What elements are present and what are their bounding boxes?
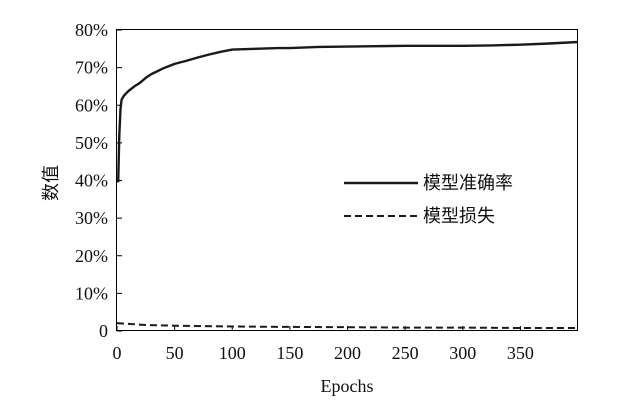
x-tick-label: 100 xyxy=(219,343,246,363)
y-tick-label: 10% xyxy=(75,283,108,303)
y-tick-label: 40% xyxy=(75,171,108,191)
x-tick-label: 250 xyxy=(392,343,419,363)
y-tick-label: 0 xyxy=(99,321,108,341)
y-tick-label: 70% xyxy=(75,58,108,78)
series-layer xyxy=(116,40,579,329)
loss-line xyxy=(116,322,578,329)
x-tick-label: 50 xyxy=(166,343,184,363)
y-tick-label: 80% xyxy=(75,20,108,40)
x-tick-label: 150 xyxy=(276,343,303,363)
legend-label-loss: 模型损失 xyxy=(423,206,495,227)
x-axis: 0 50 100 150 200 250 300 350 xyxy=(113,326,534,363)
x-tick-label: 350 xyxy=(507,343,534,363)
y-tick-label: 60% xyxy=(75,95,108,115)
y-tick-label: 20% xyxy=(75,246,108,266)
x-tick-label: 0 xyxy=(113,343,122,363)
legend: 模型准确率 模型损失 xyxy=(344,173,513,227)
x-tick-label: 200 xyxy=(334,343,361,363)
x-tick-label: 300 xyxy=(449,343,476,363)
accuracy-line xyxy=(117,40,579,183)
y-axis: 0 10% 20% 30% 40% 50% 60% 70% 80% xyxy=(75,20,122,341)
x-axis-title: Epochs xyxy=(321,376,374,396)
y-tick-label: 50% xyxy=(75,133,108,153)
legend-label-accuracy: 模型准确率 xyxy=(423,173,513,194)
y-axis-title: 数值 xyxy=(41,165,61,201)
y-tick-label: 30% xyxy=(75,208,108,228)
